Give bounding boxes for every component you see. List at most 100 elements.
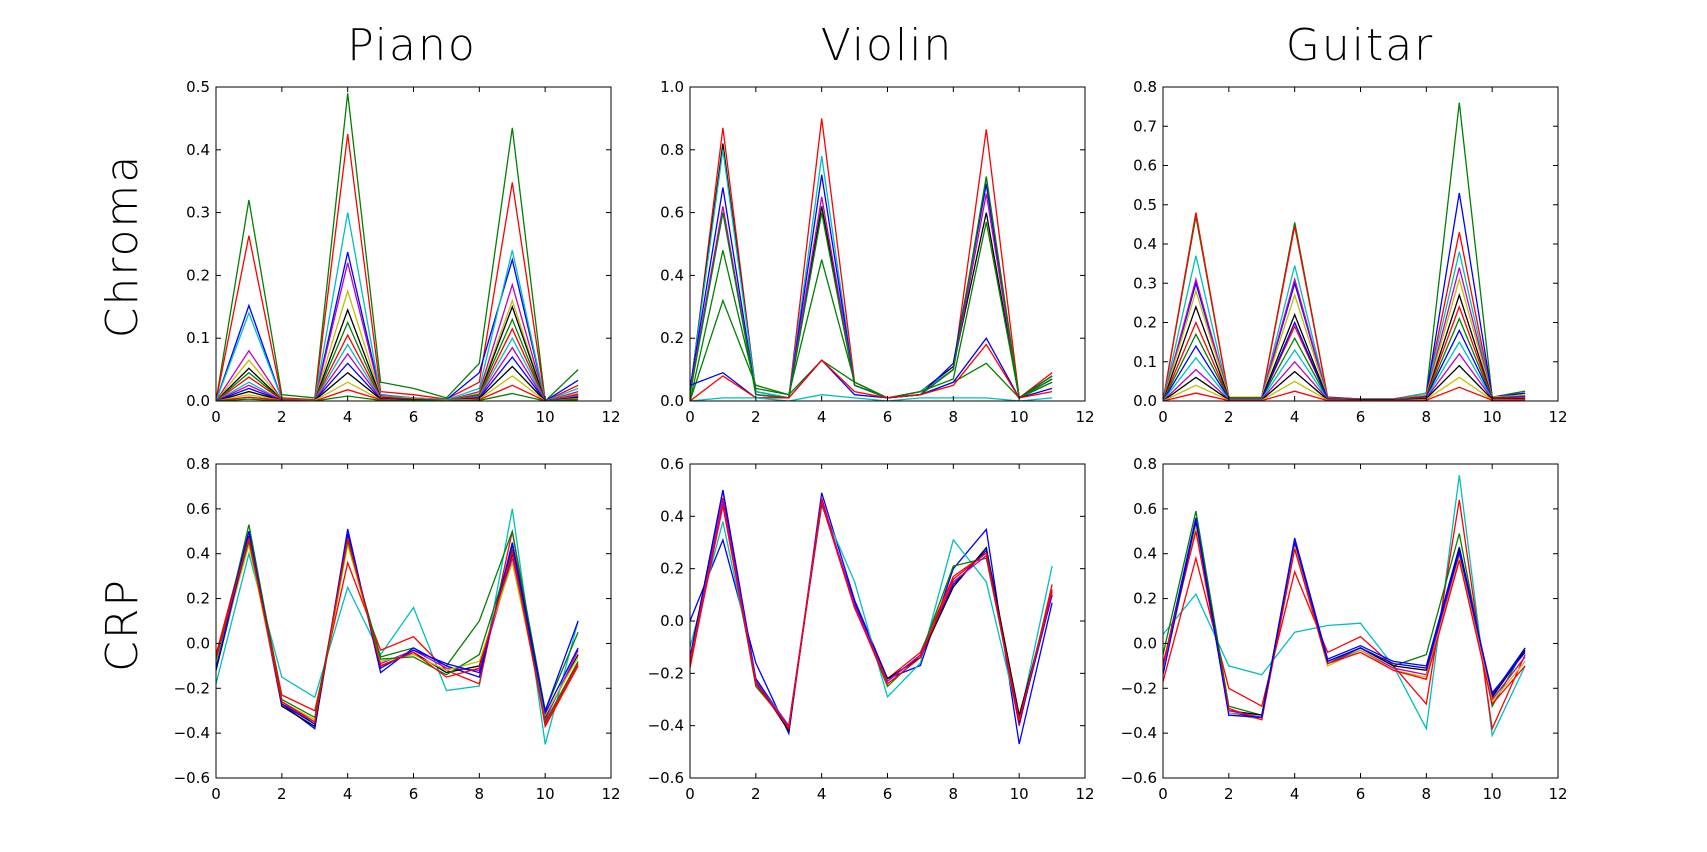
x-tick-label: 4 xyxy=(343,408,353,426)
y-tick-label: 0.6 xyxy=(186,500,210,518)
x-tick-label: 10 xyxy=(536,408,555,426)
x-tick-label: 6 xyxy=(1356,785,1366,803)
x-tick-label: 6 xyxy=(883,408,893,426)
y-tick-label: 0.0 xyxy=(660,612,684,630)
x-tick-label: 12 xyxy=(1075,785,1094,803)
series-line-4 xyxy=(1163,517,1526,719)
series-line-9 xyxy=(1163,519,1526,719)
x-tick-label: 2 xyxy=(1224,785,1234,803)
axis-frame xyxy=(1162,86,1559,402)
y-tick-label: −0.2 xyxy=(1121,679,1157,697)
x-tick-label: 0 xyxy=(685,408,695,426)
y-tick-label: 0.7 xyxy=(1133,117,1157,135)
x-tick-label: 6 xyxy=(1356,408,1366,426)
x-tick-label: 10 xyxy=(1483,408,1502,426)
y-tick-label: 0.8 xyxy=(1133,78,1157,96)
y-tick-label: −0.6 xyxy=(174,769,210,787)
x-tick-label: 0 xyxy=(211,785,221,803)
subplot-grid: 0 2 4 6 8 10 120.00.10.20.30.40.50 2 4 6 8 10 120.00… xyxy=(174,78,1568,803)
x-tick-label: 4 xyxy=(817,785,827,803)
x-tick-label: 8 xyxy=(949,785,959,803)
series-line-8 xyxy=(690,298,1053,401)
y-tick-label: 0.5 xyxy=(1133,196,1157,214)
y-tick-label: 0.2 xyxy=(186,590,210,608)
x-tick-label: 0 xyxy=(1158,408,1168,426)
row-title-crp: CRP xyxy=(97,578,148,672)
row-title-chroma: Chroma xyxy=(97,154,148,338)
x-tick-label: 12 xyxy=(1548,408,1567,426)
series-line-2 xyxy=(216,531,579,729)
series-group xyxy=(690,490,1053,745)
y-tick-label: 0.8 xyxy=(186,455,210,473)
x-tick-label: 4 xyxy=(817,408,827,426)
series-line-8 xyxy=(690,503,1053,730)
y-tick-label: 0.5 xyxy=(186,78,210,96)
series-group xyxy=(690,118,1053,401)
x-tick-label: 12 xyxy=(601,785,620,803)
y-tick-label: 0.2 xyxy=(660,560,684,578)
series-line-10 xyxy=(216,537,579,727)
y-tick-label: 0.4 xyxy=(1133,235,1157,253)
axis-frame xyxy=(1162,463,1559,779)
x-tick-label: 0 xyxy=(1158,785,1168,803)
x-tick-label: 12 xyxy=(601,408,620,426)
column-title-piano: Piano xyxy=(347,20,477,71)
series-line-9 xyxy=(216,533,579,726)
y-tick-label: 0.6 xyxy=(1133,157,1157,175)
y-tick-label: 0.2 xyxy=(1133,314,1157,332)
x-tick-label: 8 xyxy=(1422,408,1432,426)
series-line-2 xyxy=(216,134,579,401)
x-tick-label: 6 xyxy=(409,785,419,803)
y-tick-label: 0.0 xyxy=(186,392,210,410)
axis-frame xyxy=(215,463,612,779)
y-tick-label: 0.0 xyxy=(1133,392,1157,410)
series-line-2 xyxy=(1163,499,1526,732)
series-line-1 xyxy=(1163,475,1526,738)
y-tick-label: −0.6 xyxy=(1121,769,1157,787)
series-line-3 xyxy=(1163,510,1526,717)
subplot-violin-crp: 0 2 4 6 8 10 12 −0.6 −0.4 −0.2 0.0 0.2 0.4 0.6 xyxy=(648,455,1095,803)
series-line-3 xyxy=(1163,251,1526,401)
x-tick-label: 8 xyxy=(475,408,485,426)
x-tick-label: 2 xyxy=(277,785,287,803)
y-tick-label: 0.0 xyxy=(186,634,210,652)
y-tick-label: 0.2 xyxy=(660,329,684,347)
y-tick-label: 0.1 xyxy=(1133,353,1157,371)
series-line-6 xyxy=(1163,524,1526,719)
x-tick-label: 4 xyxy=(1290,785,1300,803)
series-line-11 xyxy=(690,394,1053,401)
x-tick-label: 6 xyxy=(409,408,419,426)
x-tick-label: 12 xyxy=(1075,408,1094,426)
y-tick-label: −0.4 xyxy=(174,724,210,742)
x-tick-label: 8 xyxy=(475,785,485,803)
series-group xyxy=(1163,475,1526,738)
series-group xyxy=(1163,102,1526,401)
y-tick-label: 1.0 xyxy=(660,78,684,96)
series-line-1 xyxy=(216,93,579,401)
series-line-1 xyxy=(216,508,579,745)
y-tick-label: −0.4 xyxy=(648,717,684,735)
x-tick-label: 10 xyxy=(1483,785,1502,803)
x-tick-label: 2 xyxy=(1224,408,1234,426)
y-tick-label: 0.0 xyxy=(1133,634,1157,652)
y-tick-label: 0.1 xyxy=(186,329,210,347)
x-tick-label: 10 xyxy=(536,785,555,803)
subplot-violin-chroma: 0 2 4 6 8 10 12 0.0 0.2 0.4 0.6 0.8 1.0 xyxy=(660,78,1094,426)
y-tick-label: 0.6 xyxy=(660,204,684,222)
column-title-guitar: Guitar xyxy=(1286,20,1435,71)
x-tick-label: 2 xyxy=(277,408,287,426)
column-title-violin: Violin xyxy=(821,20,954,71)
series-group xyxy=(216,93,579,401)
y-tick-label: 0.6 xyxy=(660,455,684,473)
x-tick-label: 2 xyxy=(751,785,761,803)
series-line-7 xyxy=(1163,526,1526,721)
x-tick-label: 10 xyxy=(1010,408,1029,426)
y-tick-label: 0.4 xyxy=(186,545,210,563)
y-tick-label: 0.4 xyxy=(186,141,210,159)
y-tick-label: 0.4 xyxy=(1133,545,1157,563)
series-line-9 xyxy=(690,337,1053,399)
y-tick-label: 0.4 xyxy=(660,266,684,284)
y-tick-label: 0.3 xyxy=(1133,274,1157,292)
subplot-piano-crp: 0 2 4 6 8 10 12 −0.6 −0.4 −0.2 0.0 0.2 0.4 0.6 0.8 xyxy=(174,455,621,803)
x-tick-label: 12 xyxy=(1548,785,1567,803)
